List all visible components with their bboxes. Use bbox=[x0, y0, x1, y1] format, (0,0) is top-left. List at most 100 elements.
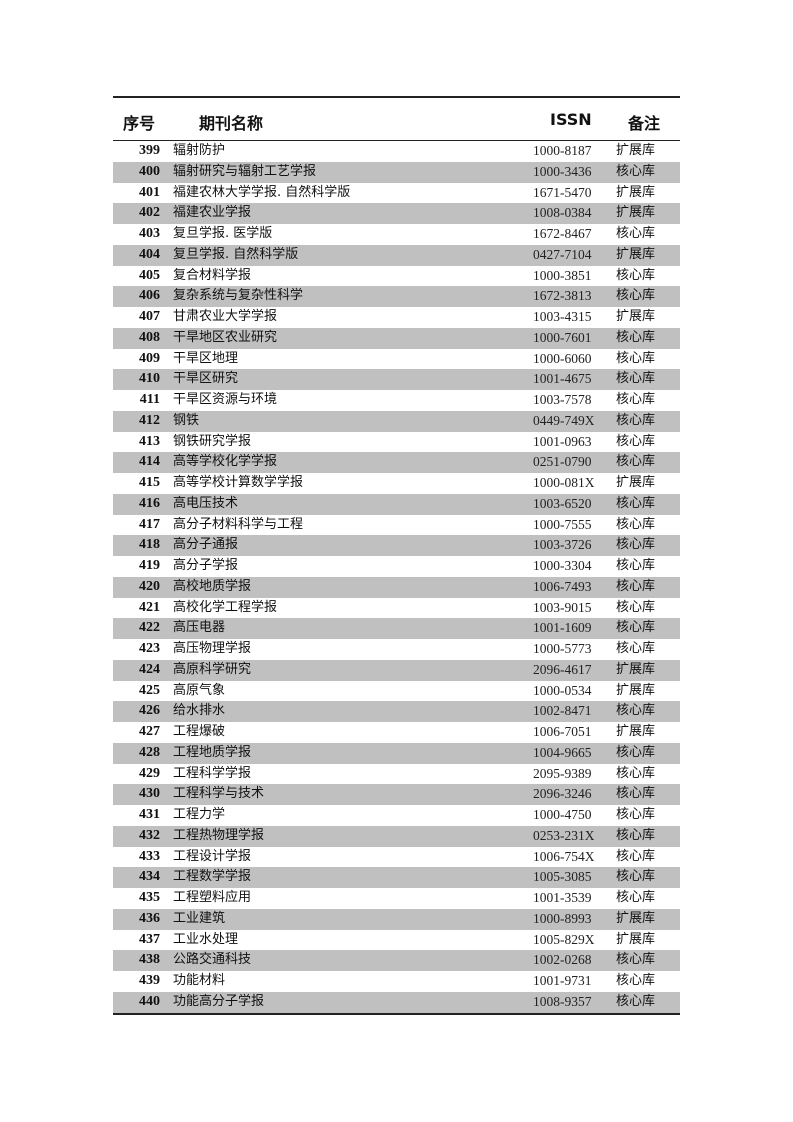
remark: 核心库 bbox=[616, 433, 656, 449]
issn: 1000-6060 bbox=[533, 350, 592, 366]
journal-name: 给水排水 bbox=[173, 703, 226, 719]
table-row: 416 高电压技术 1003-6520 核心库 bbox=[113, 493, 680, 515]
issn: 1000-4750 bbox=[533, 807, 592, 822]
journal-name: 钢铁研究学报 bbox=[173, 433, 252, 449]
table-row: 422 高压电器 1001-1609 核心库 bbox=[113, 618, 680, 639]
header-name: 期刊名称 bbox=[199, 114, 264, 133]
table-row: 430 工程科学与技术 2096-3246 核心库 bbox=[113, 784, 680, 805]
table-row: 401 福建农林大学学报. 自然科学版 1671-5470 扩展库 bbox=[113, 183, 680, 204]
table-header: 序号 期刊名称 ISSN 备注 bbox=[113, 98, 680, 141]
issn: 1006-754X bbox=[533, 848, 595, 864]
issn: 1001-4675 bbox=[533, 371, 592, 387]
table-row: 437 工业水处理 1005-829X 扩展库 bbox=[113, 930, 680, 951]
row-number: 416 bbox=[139, 495, 160, 511]
table-row: 412 钢铁 0449-749X 核心库 bbox=[113, 410, 680, 432]
journal-name: 工程塑料应用 bbox=[173, 890, 252, 905]
table-row: 440 功能高分子学报 1008-9357 核心库 bbox=[113, 991, 680, 1013]
row-number: 421 bbox=[139, 599, 160, 615]
journal-name: 功能材料 bbox=[173, 973, 226, 988]
table-row: 424 高原科学研究 2096-4617 扩展库 bbox=[113, 659, 680, 681]
journal-name: 甘肃农业大学学报 bbox=[173, 309, 278, 324]
journal-name: 高分子材料科学与工程 bbox=[173, 516, 304, 532]
remark: 核心库 bbox=[616, 371, 656, 387]
journal-name: 高原科学研究 bbox=[173, 661, 252, 677]
journal-name: 福建农业学报 bbox=[173, 205, 252, 221]
header-no: 序号 bbox=[123, 114, 156, 133]
journal-name: 福建农林大学学报. 自然科学版 bbox=[173, 184, 351, 200]
row-number: 435 bbox=[139, 890, 160, 905]
row-number: 424 bbox=[139, 661, 160, 677]
issn: 2096-4617 bbox=[533, 661, 592, 677]
row-number: 440 bbox=[139, 993, 160, 1009]
remark: 核心库 bbox=[616, 786, 656, 802]
row-number: 420 bbox=[139, 578, 160, 594]
issn: 1000-7601 bbox=[533, 329, 592, 345]
issn: 0251-0790 bbox=[533, 454, 592, 470]
journal-name: 高等学校化学学报 bbox=[173, 454, 278, 470]
remark: 核心库 bbox=[616, 558, 656, 573]
issn: 1000-8993 bbox=[533, 910, 592, 926]
journal-name: 复旦学报. 自然科学版 bbox=[173, 246, 299, 262]
journal-name: 工程科学与技术 bbox=[173, 786, 265, 802]
remark: 核心库 bbox=[616, 267, 656, 283]
issn: 1672-3813 bbox=[533, 288, 592, 304]
row-number: 400 bbox=[139, 163, 160, 179]
journal-name: 复杂系统与复杂性科学 bbox=[173, 288, 304, 304]
issn: 1672-8467 bbox=[533, 226, 592, 241]
row-number: 437 bbox=[139, 931, 160, 947]
remark: 核心库 bbox=[616, 807, 656, 822]
table-row: 400 辐射研究与辐射工艺学报 1000-3436 核心库 bbox=[113, 161, 680, 183]
remark: 核心库 bbox=[616, 620, 656, 636]
issn: 1003-9015 bbox=[533, 599, 592, 615]
table-row: 420 高校地质学报 1006-7493 核心库 bbox=[113, 576, 680, 598]
journal-name: 高压物理学报 bbox=[173, 641, 252, 656]
journal-name: 工程热物理学报 bbox=[173, 827, 265, 843]
table-row: 421 高校化学工程学报 1003-9015 核心库 bbox=[113, 598, 680, 619]
journal-name: 高原气象 bbox=[173, 682, 226, 698]
table-row: 408 干旱地区农业研究 1000-7601 核心库 bbox=[113, 327, 680, 349]
issn: 1001-3539 bbox=[533, 890, 592, 905]
remark: 核心库 bbox=[616, 329, 656, 345]
table-row: 426 给水排水 1002-8471 核心库 bbox=[113, 701, 680, 722]
row-number: 407 bbox=[139, 309, 160, 324]
table-row: 399 辐射防护 1000-8187 扩展库 bbox=[113, 141, 680, 162]
issn: 1003-4315 bbox=[533, 309, 592, 324]
journal-name: 干旱地区农业研究 bbox=[173, 329, 278, 345]
row-number: 426 bbox=[139, 703, 160, 719]
table-row: 428 工程地质学报 1004-9665 核心库 bbox=[113, 742, 680, 764]
journal-name: 工程地质学报 bbox=[173, 744, 252, 760]
issn: 1671-5470 bbox=[533, 184, 592, 200]
remark: 扩展库 bbox=[616, 931, 656, 947]
row-number: 404 bbox=[139, 246, 160, 262]
remark: 核心库 bbox=[616, 993, 656, 1009]
header-issn: ISSN bbox=[550, 110, 592, 129]
row-number: 432 bbox=[139, 827, 160, 843]
row-number: 427 bbox=[139, 724, 160, 739]
remark: 核心库 bbox=[616, 973, 656, 988]
row-number: 413 bbox=[139, 433, 160, 449]
row-number: 418 bbox=[139, 537, 160, 553]
remark: 扩展库 bbox=[616, 184, 656, 200]
row-number: 408 bbox=[139, 329, 160, 345]
issn: 1000-5773 bbox=[533, 641, 592, 656]
row-number: 422 bbox=[139, 620, 160, 636]
header-remark: 备注 bbox=[628, 114, 661, 133]
issn: 1000-3851 bbox=[533, 267, 592, 283]
remark: 核心库 bbox=[616, 578, 656, 594]
journal-name: 工程爆破 bbox=[173, 724, 226, 739]
issn: 1006-7051 bbox=[533, 724, 592, 739]
row-number: 403 bbox=[139, 226, 160, 241]
row-number: 438 bbox=[139, 952, 160, 968]
row-number: 414 bbox=[139, 454, 160, 470]
row-number: 410 bbox=[139, 371, 160, 387]
table-row: 432 工程热物理学报 0253-231X 核心库 bbox=[113, 825, 680, 847]
row-number: 419 bbox=[139, 558, 160, 573]
remark: 扩展库 bbox=[616, 475, 656, 490]
journal-name: 干旱区资源与环境 bbox=[173, 392, 278, 407]
issn: 2095-9389 bbox=[533, 765, 592, 781]
remark: 核心库 bbox=[616, 288, 656, 304]
journal-name: 工程数学学报 bbox=[173, 869, 252, 885]
journal-name: 功能高分子学报 bbox=[173, 993, 265, 1009]
issn: 0427-7104 bbox=[533, 246, 592, 262]
table-row: 405 复合材料学报 1000-3851 核心库 bbox=[113, 266, 680, 287]
